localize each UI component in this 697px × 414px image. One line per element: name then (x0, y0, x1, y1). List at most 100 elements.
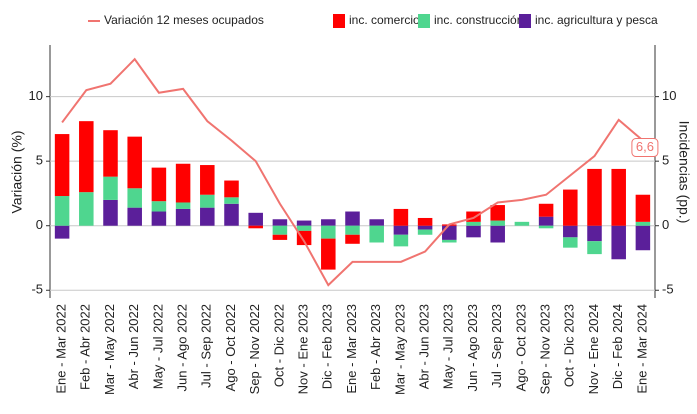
bar (635, 221, 651, 226)
x-tick-label: Ago - Oct 2023 (513, 304, 528, 391)
x-tick-label: Feb - Abr 2022 (78, 304, 93, 390)
bar (151, 201, 167, 212)
bar (393, 208, 409, 226)
bar (635, 225, 651, 251)
bar (587, 225, 602, 242)
legend-swatch (418, 14, 430, 28)
y-tick-label: 5 (36, 153, 43, 168)
bar (321, 238, 336, 270)
bar (175, 163, 191, 203)
y-tick-label: 10 (29, 88, 43, 103)
y-tick-label: -5 (31, 282, 43, 297)
bar (393, 234, 409, 247)
bar (538, 225, 554, 229)
x-tick-label: Nov - Ene 2023 (296, 304, 311, 394)
y2-tick-label: 10 (662, 88, 676, 103)
x-tick-label: Ene - Mar 2024 (634, 304, 649, 394)
bar (563, 189, 578, 226)
bar (224, 197, 239, 204)
y-axis-title: Variación (%) (9, 131, 25, 214)
legend-label: Variación 12 meses ocupados (104, 13, 264, 27)
bar (611, 225, 626, 260)
bar (224, 180, 239, 198)
bar (296, 225, 312, 231)
x-tick-label: Jul - Sep 2023 (489, 304, 504, 388)
bar (345, 234, 360, 244)
bar (466, 221, 481, 226)
x-tick-label: May - Jul 2023 (441, 304, 456, 389)
line (61, 57, 644, 287)
bar (345, 225, 360, 235)
bar (272, 234, 288, 240)
bar (296, 220, 312, 226)
bar (175, 202, 191, 209)
bar (466, 225, 481, 238)
bar (200, 194, 215, 208)
x-tick-label: Abr - Jun 2022 (126, 304, 141, 389)
x-tick-label: Jun - Ago 2022 (175, 304, 190, 391)
x-tick-label: Nov - Ene 2024 (586, 304, 601, 394)
x-tick-label: Abr - Jun 2023 (417, 304, 432, 389)
bar (490, 220, 505, 226)
x-tick-label: May - Jul 2022 (150, 304, 165, 389)
bar (175, 208, 191, 226)
bar (393, 225, 409, 235)
bar (466, 211, 481, 222)
x-tick-label: Sep - Nov 2023 (538, 304, 553, 394)
bar (611, 168, 626, 226)
bar (272, 225, 288, 235)
x-tick-label: Jun - Ago 2023 (465, 304, 480, 391)
bar (127, 188, 142, 208)
bar (442, 239, 457, 243)
legend-swatch (519, 14, 531, 28)
x-tick-label: Ago - Oct 2022 (223, 304, 238, 391)
annotation-box (631, 138, 659, 158)
y2-tick-label: 0 (662, 217, 669, 232)
bar (417, 225, 433, 230)
y2-tick-label: -5 (662, 282, 674, 297)
bar (442, 225, 457, 240)
y-tick-label: 0 (36, 217, 43, 232)
x-tick-label: Mar - May 2022 (102, 304, 117, 395)
bar (563, 237, 578, 248)
bar (587, 241, 602, 255)
y2-tick-label: 5 (662, 153, 669, 168)
bar (103, 130, 118, 177)
x-tick-label: Ene - Mar 2023 (344, 304, 359, 394)
x-tick-label: Jul - Sep 2022 (199, 304, 214, 388)
bar (369, 225, 384, 243)
bar (127, 207, 142, 226)
bar (248, 212, 263, 226)
bar (345, 211, 360, 226)
x-tick-label: Dic - Feb 2023 (320, 304, 335, 389)
bar (54, 134, 70, 197)
bar (587, 168, 602, 226)
bar (127, 136, 142, 189)
x-tick-label: Oct - Dic 2022 (271, 304, 286, 387)
bar (514, 221, 530, 226)
bar (369, 219, 384, 226)
legend-label: inc. comercio (349, 13, 420, 27)
bar (490, 205, 505, 221)
x-tick-label: Dic - Feb 2024 (610, 304, 625, 389)
legend-label: inc. agricultura y pesca (535, 13, 658, 27)
bar (490, 225, 505, 243)
bar (538, 216, 554, 226)
legend-swatch (333, 14, 345, 28)
x-tick-label: Oct - Dic 2023 (562, 304, 577, 387)
bar (538, 203, 554, 217)
bar (151, 211, 167, 226)
bar (103, 176, 118, 200)
bar (200, 165, 215, 195)
legend-label: inc. construcción (434, 13, 523, 27)
bar (54, 225, 70, 239)
x-tick-label: Sep - Nov 2022 (247, 304, 262, 394)
y2-axis-title: Incidencias (pp.) (676, 121, 692, 224)
bar (151, 167, 167, 202)
bar (321, 225, 336, 239)
x-tick-label: Ene - Mar 2022 (54, 304, 69, 394)
bar (103, 199, 118, 226)
bar (248, 225, 263, 229)
x-tick-label: Mar - May 2023 (392, 304, 407, 395)
